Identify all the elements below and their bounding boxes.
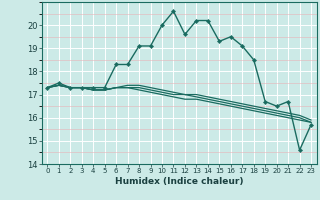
X-axis label: Humidex (Indice chaleur): Humidex (Indice chaleur) — [115, 177, 244, 186]
